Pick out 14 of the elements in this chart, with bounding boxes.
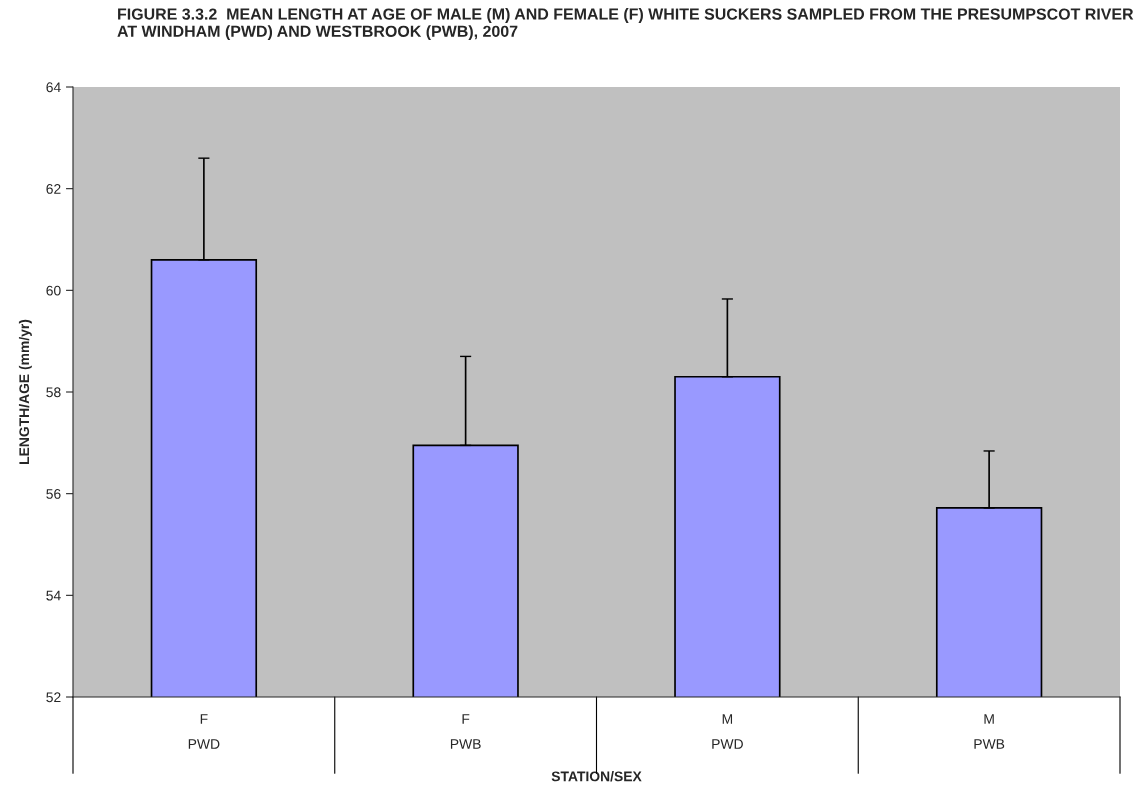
y-tick-label: 56 <box>46 489 61 499</box>
y-axis-title: LENGTH/AGE (mm/yr) <box>18 319 32 464</box>
y-tick-label: 62 <box>46 184 61 194</box>
y-tick-label: 58 <box>46 387 61 398</box>
x-tick-label: F PWB <box>450 714 481 749</box>
x-tick-label: F PWD <box>188 714 220 749</box>
y-tick-label: 52 <box>46 692 61 703</box>
x-axis-title: STATION/SEX <box>551 771 642 782</box>
chart-title: FIGURE 3.3.2 MEAN LENGTH AT AGE OF MALE (M) AND FEMALE (F) WHITE SUCKERS SAMPLED FROM THE PRESUMPSCOT RIVER AT WINDHAM (PWD) AND WESTBROOK (PWB), 2007 <box>117 8 1134 41</box>
x-tick-label: M PWB <box>974 714 1005 749</box>
y-tick-label: 60 <box>46 285 61 296</box>
x-tick-label: M PWD <box>712 714 743 749</box>
y-tick-label: 64 <box>46 82 61 93</box>
y-tick-label: 54 <box>46 590 61 601</box>
